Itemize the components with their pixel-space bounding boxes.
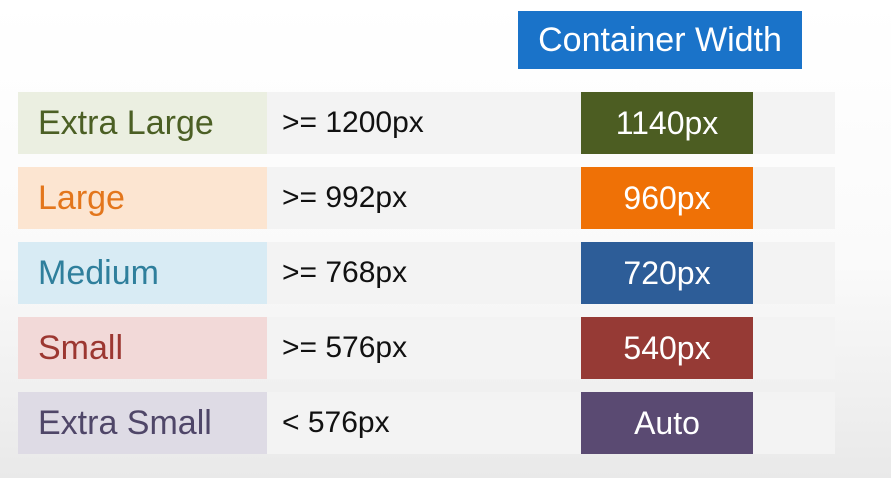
- container-width-value: Auto: [581, 392, 753, 454]
- breakpoint-range: >= 768px: [282, 256, 408, 289]
- breakpoint-name: Small: [18, 317, 267, 379]
- breakpoint-name: Medium: [18, 242, 267, 304]
- table-row-small: Small >= 576px 540px: [18, 317, 835, 379]
- table-row-medium: Medium >= 768px 720px: [18, 242, 835, 304]
- table-row-extra-large: Extra Large >= 1200px 1140px: [18, 92, 835, 154]
- breakpoint-name: Extra Small: [18, 392, 267, 454]
- table-row-large: Large >= 992px 960px: [18, 167, 835, 229]
- container-width-value: 720px: [581, 242, 753, 304]
- breakpoint-range: < 576px: [282, 406, 390, 439]
- breakpoint-range: >= 1200px: [282, 106, 424, 139]
- table-row-extra-small: Extra Small < 576px Auto: [18, 392, 835, 454]
- container-width-header: Container Width: [518, 11, 802, 69]
- container-width-value: 540px: [581, 317, 753, 379]
- container-width-value: 960px: [581, 167, 753, 229]
- breakpoint-name: Extra Large: [18, 92, 267, 154]
- container-width-value: 1140px: [581, 92, 753, 154]
- breakpoint-name: Large: [18, 167, 267, 229]
- breakpoint-range: >= 576px: [282, 331, 408, 364]
- breakpoint-range: >= 992px: [282, 181, 408, 214]
